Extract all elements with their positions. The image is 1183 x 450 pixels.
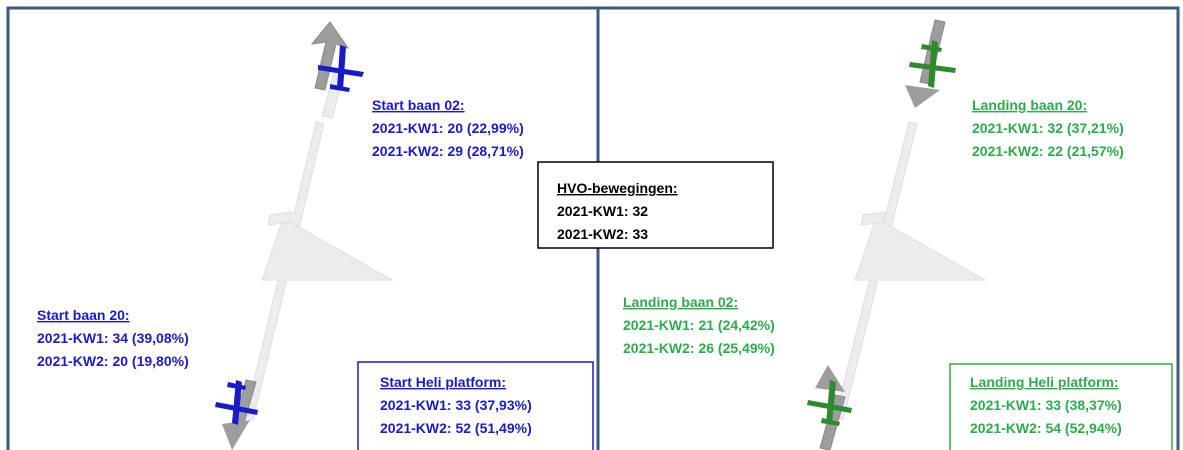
block-title: Start baan 02: bbox=[372, 97, 465, 113]
block-line: 2021-KW1: 33 (37,93%) bbox=[380, 397, 532, 413]
runway-left bbox=[222, 21, 394, 450]
block-line: 2021-KW2: 26 (25,49%) bbox=[623, 340, 775, 356]
plane-start-02 bbox=[318, 45, 364, 92]
block-line: 2021-KW1: 32 bbox=[557, 203, 648, 219]
block-title: Landing Heli platform: bbox=[970, 374, 1119, 390]
block-title: HVO-bewegingen: bbox=[557, 180, 678, 196]
block-line: 2021-KW1: 32 (37,21%) bbox=[972, 120, 1124, 136]
block-line: 2021-KW2: 33 bbox=[557, 226, 648, 242]
start-heli-box bbox=[357, 361, 594, 450]
plane-start-20 bbox=[215, 380, 258, 425]
block-line: 2021-KW1: 21 (24,42%) bbox=[623, 317, 775, 333]
block-title: Landing baan 20: bbox=[972, 97, 1087, 113]
labels: Start baan 02: 2021-KW1: 20 (22,99%) 2021-… bbox=[37, 97, 1124, 436]
plane-landing-02 bbox=[807, 380, 852, 426]
block-title: Start Heli platform: bbox=[380, 374, 506, 390]
block-line: 2021-KW2: 54 (52,94%) bbox=[970, 420, 1122, 436]
hvo-box bbox=[537, 161, 774, 249]
block-line: 2021-KW1: 33 (38,37%) bbox=[970, 397, 1122, 413]
block-title: Start baan 20: bbox=[37, 307, 130, 323]
block-line: 2021-KW1: 34 (39,08%) bbox=[37, 330, 189, 346]
block-line: 2021-KW1: 20 (22,99%) bbox=[372, 120, 524, 136]
plane-landing-20 bbox=[909, 40, 956, 88]
block-line: 2021-KW2: 29 (28,71%) bbox=[372, 143, 524, 159]
block-line: 2021-KW2: 52 (51,49%) bbox=[380, 420, 532, 436]
block-title: Landing baan 02: bbox=[623, 294, 738, 310]
landing-heli-box bbox=[949, 363, 1173, 450]
block-line: 2021-KW2: 22 (21,57%) bbox=[972, 143, 1124, 159]
frame bbox=[6, 6, 1180, 450]
block-line: 2021-KW2: 20 (19,80%) bbox=[37, 353, 189, 369]
